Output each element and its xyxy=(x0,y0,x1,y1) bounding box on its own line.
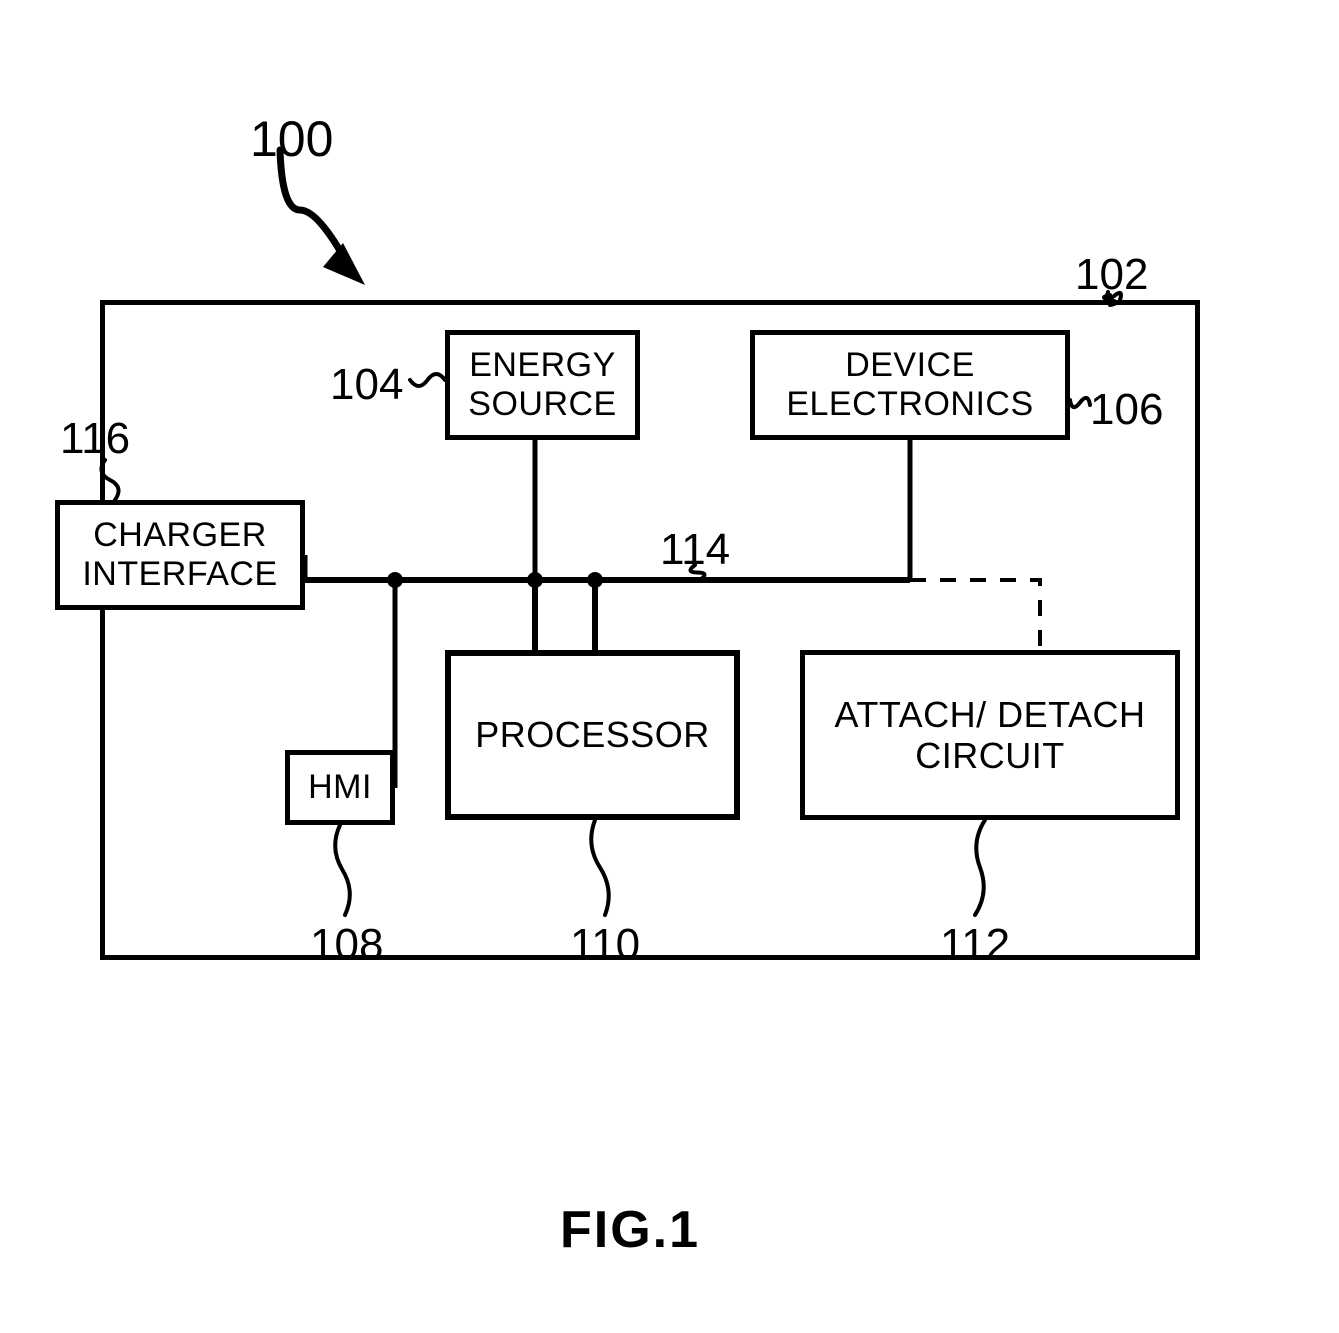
diagram-stage: ENERGY SOURCE DEVICE ELECTRONICS CHARGER… xyxy=(0,0,1339,1333)
wiring-svg xyxy=(0,0,1339,1333)
